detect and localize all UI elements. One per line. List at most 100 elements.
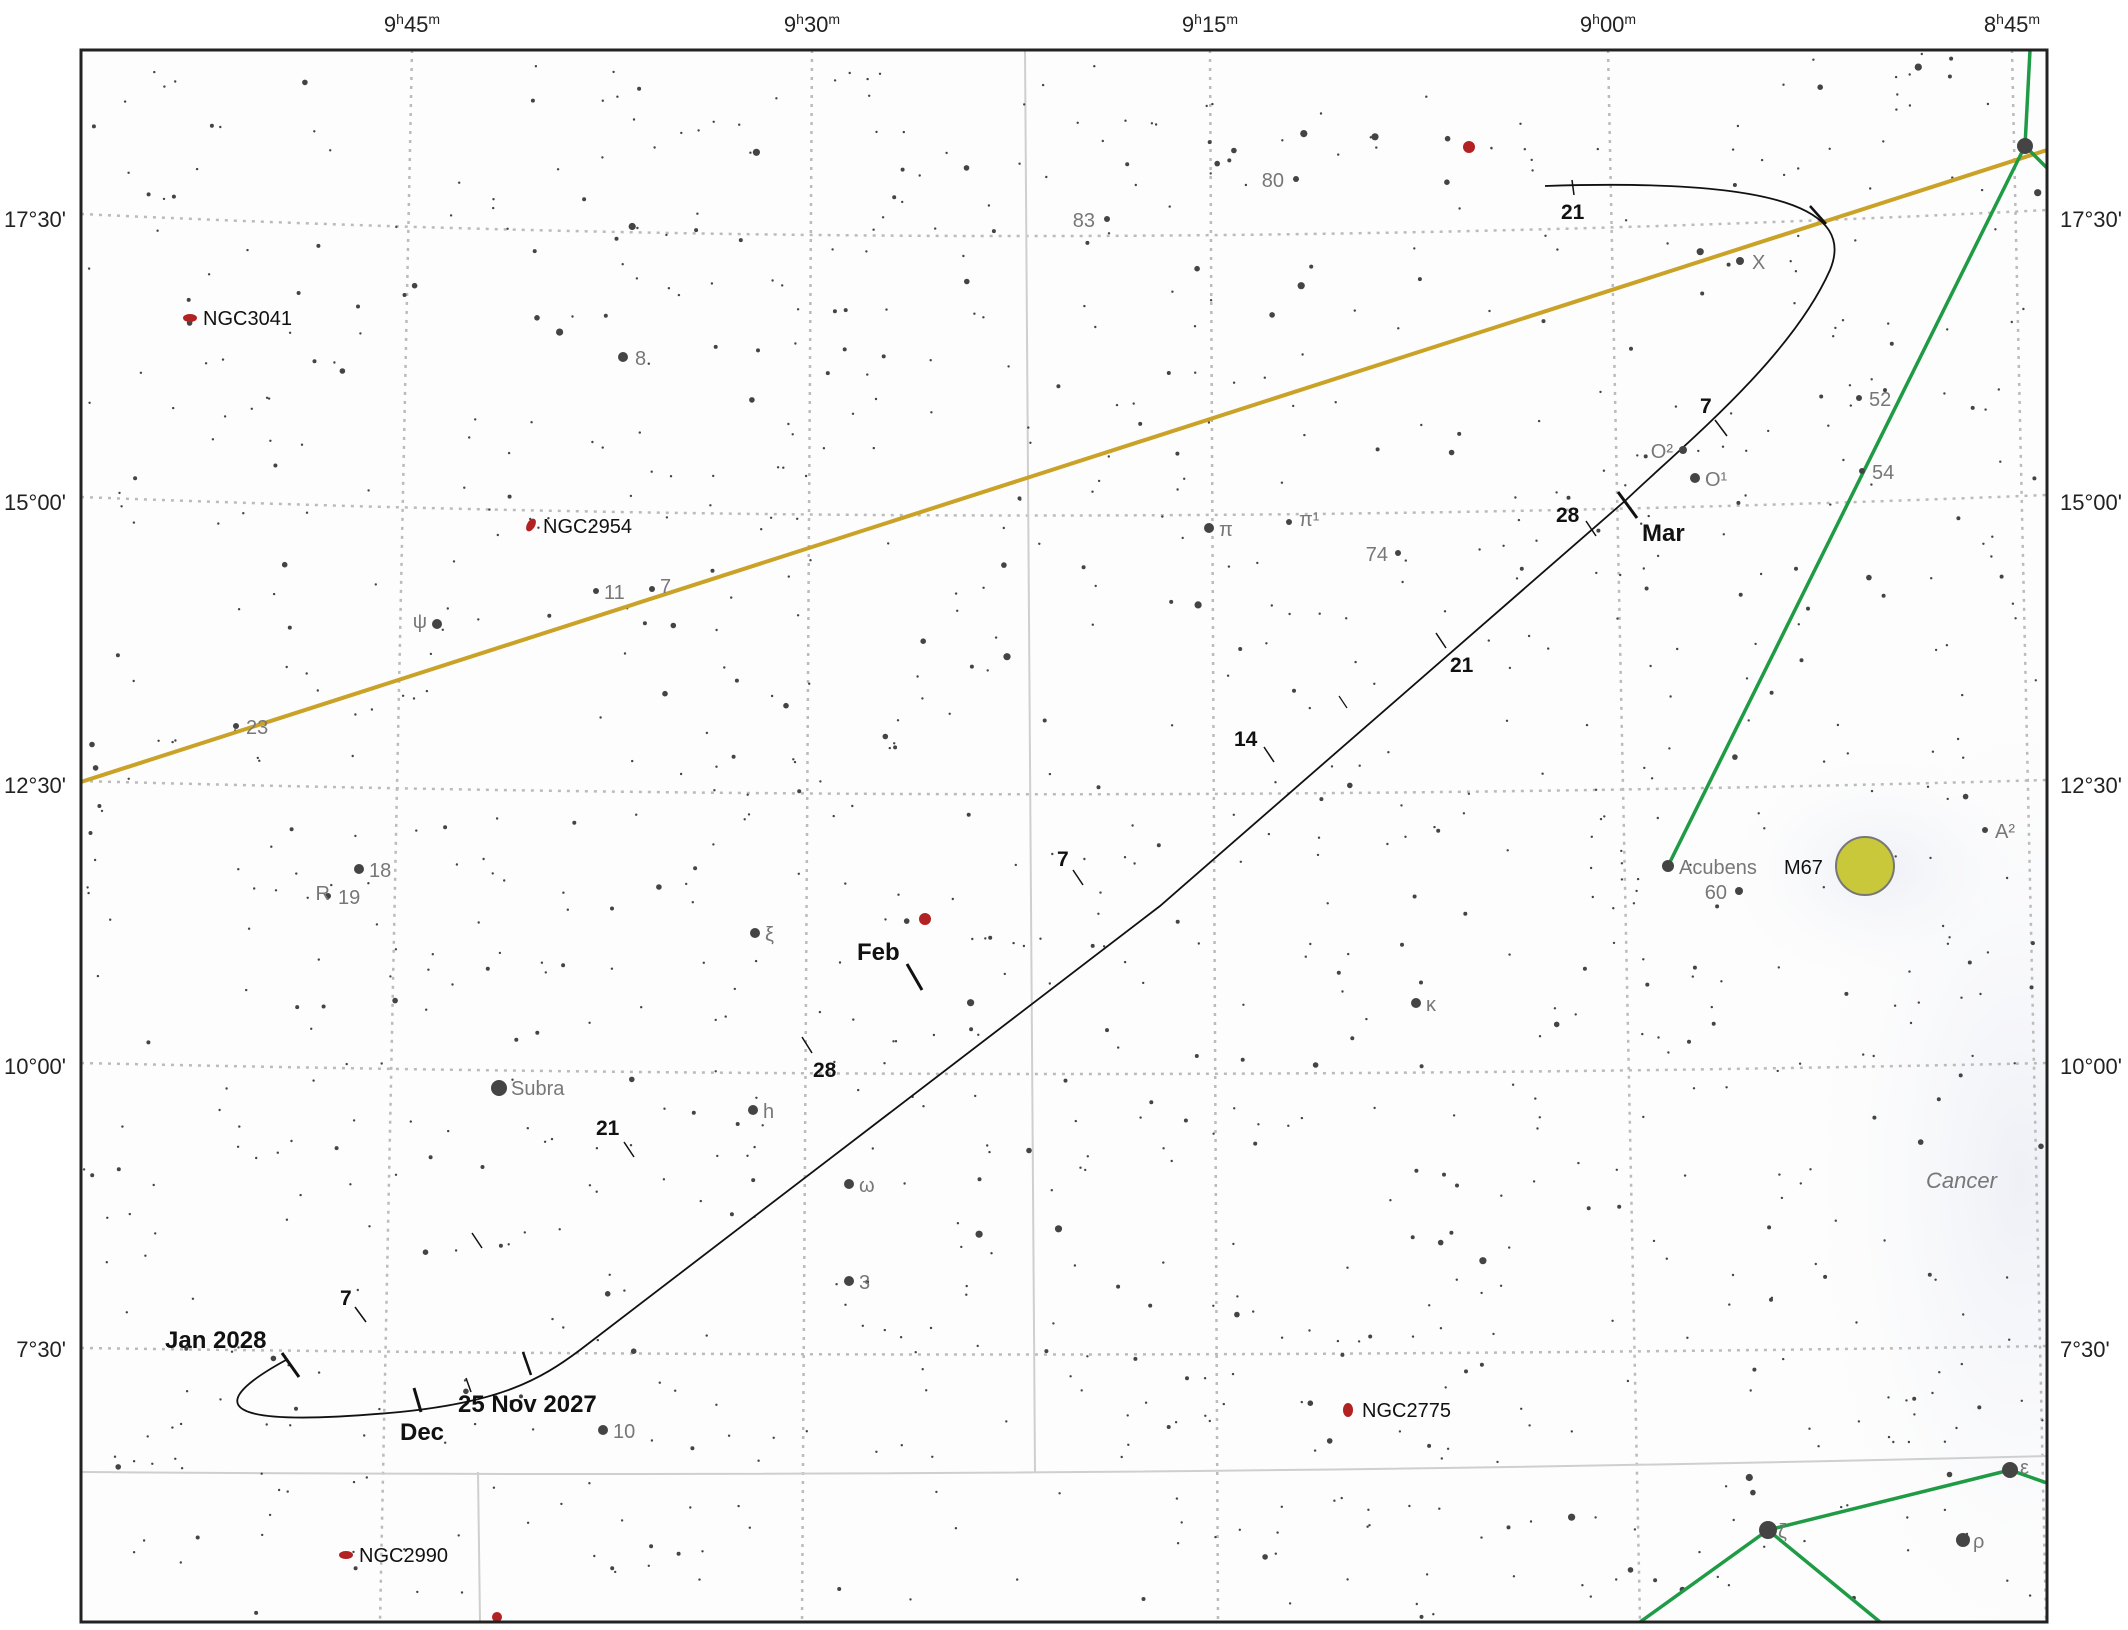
background-star bbox=[804, 474, 808, 478]
background-star bbox=[861, 1324, 864, 1328]
background-star bbox=[1949, 56, 1954, 61]
background-star bbox=[256, 756, 259, 760]
background-star bbox=[614, 236, 619, 241]
background-star bbox=[2005, 1276, 2009, 1279]
background-star bbox=[825, 371, 830, 376]
background-star bbox=[1050, 1189, 1054, 1192]
background-star bbox=[457, 1534, 460, 1537]
background-star bbox=[1346, 1266, 1349, 1269]
background-star bbox=[354, 834, 357, 838]
background-star bbox=[710, 282, 714, 285]
background-star bbox=[831, 248, 834, 251]
background-star bbox=[211, 438, 215, 441]
background-star bbox=[1945, 644, 1949, 647]
background-star bbox=[1347, 952, 1350, 956]
background-star bbox=[918, 174, 921, 177]
grid-ra-0915 bbox=[1208, 50, 1220, 1622]
tick-jan14 bbox=[471, 1232, 483, 1249]
background-star bbox=[1148, 1303, 1153, 1308]
background-star bbox=[1986, 951, 1990, 954]
star-cancer-top bbox=[2017, 138, 2033, 154]
background-star bbox=[754, 959, 758, 963]
background-star bbox=[1444, 1386, 1447, 1389]
background-star bbox=[1083, 857, 1086, 861]
background-star bbox=[713, 789, 716, 792]
background-star bbox=[163, 85, 166, 88]
background-star bbox=[1161, 515, 1164, 518]
background-star bbox=[1084, 1168, 1087, 1172]
background-star bbox=[1107, 232, 1111, 235]
background-star bbox=[1602, 469, 1606, 472]
background-star bbox=[601, 156, 604, 159]
background-star bbox=[1358, 764, 1361, 767]
background-star bbox=[1938, 1371, 1941, 1374]
background-star bbox=[1736, 124, 1740, 128]
background-star bbox=[1281, 139, 1284, 142]
background-star bbox=[843, 308, 848, 313]
background-star bbox=[1487, 639, 1491, 642]
star-acubens bbox=[1662, 860, 1674, 872]
background-star bbox=[380, 1062, 383, 1065]
background-star bbox=[610, 1566, 615, 1571]
ra-label-0915: 9h15m bbox=[1182, 11, 1238, 37]
coordinate-grid bbox=[81, 50, 2047, 1622]
background-star bbox=[1767, 429, 1770, 433]
background-star bbox=[1656, 554, 1660, 558]
background-star bbox=[1170, 724, 1174, 727]
background-star bbox=[1097, 479, 1101, 483]
background-star bbox=[623, 652, 627, 655]
background-star bbox=[1883, 1239, 1886, 1242]
background-star bbox=[1692, 1087, 1696, 1090]
background-star bbox=[1731, 1273, 1735, 1277]
background-star bbox=[1934, 1278, 1937, 1281]
background-star bbox=[1760, 158, 1764, 162]
background-star bbox=[1806, 606, 1810, 611]
background-star bbox=[630, 1348, 637, 1354]
background-star bbox=[1883, 388, 1887, 393]
background-star bbox=[1595, 571, 1598, 575]
background-star bbox=[1977, 1405, 1982, 1410]
background-star bbox=[975, 1230, 983, 1238]
background-star bbox=[1908, 970, 1911, 973]
background-star bbox=[782, 466, 785, 469]
background-star bbox=[1085, 240, 1090, 245]
background-star bbox=[246, 248, 249, 252]
background-star bbox=[1649, 664, 1652, 668]
background-star bbox=[971, 937, 974, 941]
background-star bbox=[885, 308, 888, 311]
background-star bbox=[1515, 577, 1519, 580]
background-star bbox=[118, 491, 121, 495]
background-star bbox=[1319, 112, 1323, 115]
background-star bbox=[1091, 490, 1094, 493]
tick-feb17 bbox=[1338, 695, 1348, 709]
star-label-21: A² bbox=[1995, 821, 2015, 843]
background-star bbox=[1439, 1327, 1443, 1330]
background-star bbox=[1629, 346, 1633, 351]
background-star bbox=[451, 983, 454, 986]
background-star bbox=[990, 1252, 993, 1255]
background-star bbox=[1309, 264, 1314, 269]
background-star bbox=[488, 508, 491, 511]
background-star bbox=[656, 884, 662, 890]
background-star bbox=[1274, 1552, 1278, 1555]
background-star bbox=[2028, 1594, 2032, 1597]
background-star bbox=[1446, 1447, 1450, 1451]
background-star bbox=[1455, 1183, 1459, 1188]
star-label-9: π¹ bbox=[1299, 509, 1320, 531]
background-star bbox=[403, 1548, 406, 1551]
background-star bbox=[1371, 133, 1379, 141]
background-star bbox=[1527, 634, 1531, 638]
background-star bbox=[635, 277, 639, 280]
tick-mar7 bbox=[1714, 419, 1728, 437]
background-star bbox=[265, 1423, 268, 1426]
background-star bbox=[954, 1527, 958, 1530]
background-star bbox=[1419, 980, 1423, 985]
background-star bbox=[1194, 265, 1200, 272]
background-star bbox=[1615, 1168, 1619, 1172]
background-star bbox=[1438, 1507, 1441, 1510]
background-star bbox=[1207, 421, 1211, 424]
background-star bbox=[837, 1587, 842, 1591]
background-star bbox=[1005, 1420, 1008, 1423]
background-star bbox=[534, 315, 540, 321]
background-star bbox=[1731, 148, 1735, 151]
